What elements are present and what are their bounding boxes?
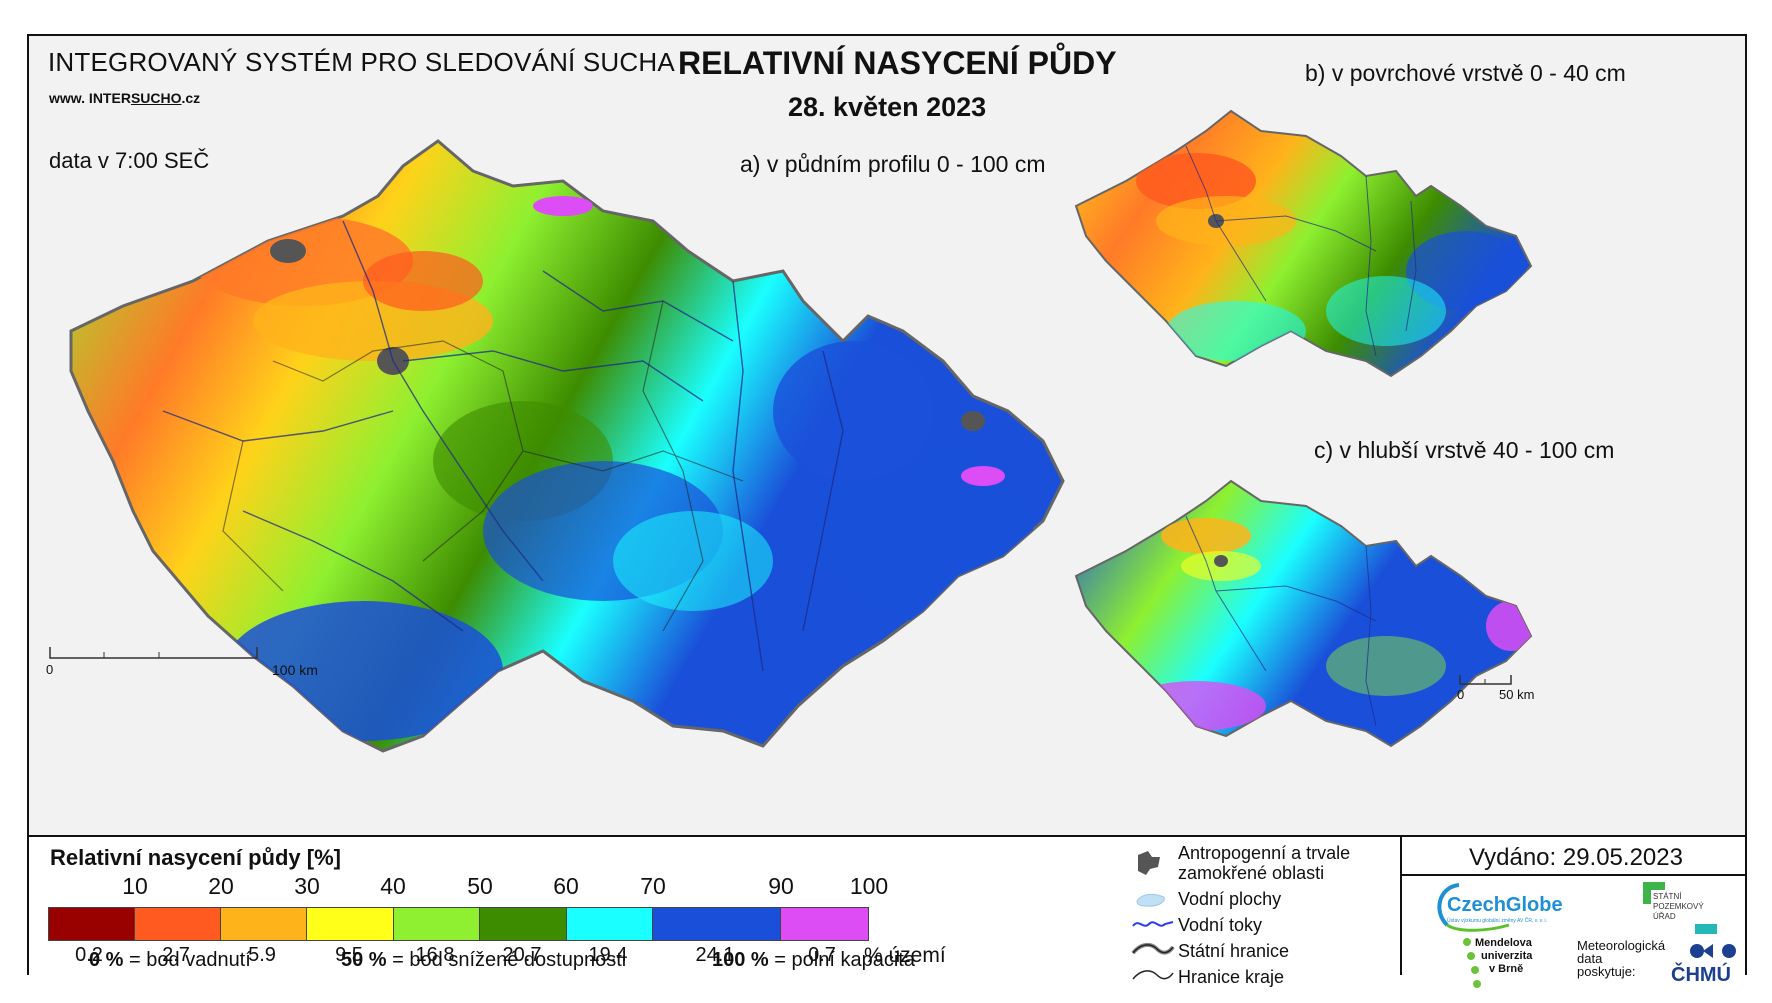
czechglobe-logo bbox=[1429, 881, 1589, 938]
spu-name: STÁTNÍ POZEMKOVÝ ÚŘAD bbox=[1653, 892, 1704, 921]
note-reduced-availability: 50 % = bod snížené dostupnosti bbox=[341, 949, 626, 972]
scale-bar-main bbox=[49, 646, 259, 665]
note-wilting-point: 0 % = bod vadnutí bbox=[89, 949, 251, 972]
legend-swatch bbox=[307, 908, 394, 940]
issued-divider bbox=[1400, 874, 1745, 876]
legend-threshold: 60 bbox=[553, 873, 579, 899]
anthropogenic-line-2: zamokřené oblasti bbox=[1178, 863, 1325, 883]
scale-small-start: 0 bbox=[1457, 687, 1465, 702]
anthropogenic-area-label: Antropogenní a trvale zamokřené oblasti bbox=[1178, 843, 1350, 883]
legend-area-pct: 24.1 bbox=[695, 944, 735, 966]
region-border-icon bbox=[1131, 967, 1175, 990]
legend-swatch bbox=[135, 908, 221, 940]
legend-threshold: 90 bbox=[768, 873, 794, 899]
map-date: 28. květen 2023 bbox=[788, 92, 987, 122]
legend-area-unit: % území bbox=[864, 944, 946, 967]
state-border-label: Státní hranice bbox=[1178, 941, 1290, 961]
legend-area-pct: 2.7 bbox=[162, 944, 190, 966]
czechglobe-subtitle: Ústav výzkumu globální změny AV ČR, v. v… bbox=[1447, 918, 1548, 924]
anthropogenic-area-icon bbox=[1134, 849, 1164, 882]
legend-color-bar bbox=[48, 907, 869, 941]
legend-area-pct: 5.9 bbox=[248, 944, 276, 966]
scale-bar-small bbox=[1459, 673, 1513, 691]
legend-area-pct: 20.7 bbox=[502, 944, 542, 966]
note-value: 50 % bbox=[341, 949, 387, 971]
legend-threshold: 10 bbox=[122, 873, 148, 899]
data-time: data v 7:00 SEČ bbox=[49, 148, 210, 173]
note-text: = polní kapacita bbox=[774, 949, 915, 971]
scale-small-end: 50 km bbox=[1499, 687, 1535, 702]
legend-threshold: 50 bbox=[467, 873, 493, 899]
legend-panel: Relativní nasycení půdy [%] 10 20 30 40 … bbox=[29, 835, 1745, 977]
chmu-logo-mark bbox=[1689, 941, 1739, 966]
legend-area-pct: 19.4 bbox=[588, 944, 628, 966]
mendel-line-3: v Brně bbox=[1489, 963, 1524, 975]
map-a-title: a) v půdním profilu 0 - 100 cm bbox=[740, 151, 1046, 177]
note-text: = bod vadnutí bbox=[129, 949, 251, 971]
legend-threshold: 70 bbox=[640, 873, 666, 899]
legend-swatch bbox=[49, 908, 135, 940]
map-c-title: c) v hlubší vrstvě 40 - 100 cm bbox=[1314, 437, 1615, 463]
map-c-deeper-layer bbox=[1066, 466, 1546, 766]
map-b-surface-layer bbox=[1066, 91, 1546, 391]
legend-swatch bbox=[480, 908, 567, 940]
spu-accent-mark bbox=[1695, 924, 1717, 934]
system-title: INTEGROVANÝ SYSTÉM PRO SLEDOVÁNÍ SUCHA bbox=[48, 47, 675, 77]
anthropogenic-line-1: Antropogenní a trvale bbox=[1178, 843, 1351, 863]
map-b-title: b) v povrchové vrstvě 0 - 40 cm bbox=[1305, 60, 1626, 86]
legend-area-pct: 9.5 bbox=[335, 944, 363, 966]
rivers-label: Vodní toky bbox=[1178, 915, 1263, 935]
map-sheet: INTEGROVANÝ SYSTÉM PRO SLEDOVÁNÍ SUCHA w… bbox=[27, 34, 1747, 988]
water-bodies-icon bbox=[1134, 891, 1168, 914]
note-value: 0 % bbox=[89, 949, 124, 971]
region-border-label: Hranice kraje bbox=[1178, 967, 1285, 987]
main-title: RELATIVNÍ NASYCENÍ PŮDY bbox=[678, 45, 1117, 81]
website-prefix: www. INTER bbox=[49, 90, 131, 106]
czechglobe-name: CzechGlobe bbox=[1447, 894, 1563, 916]
legend-swatch bbox=[221, 908, 307, 940]
rivers-icon bbox=[1131, 916, 1175, 937]
chmu-name: ČHMÚ bbox=[1671, 964, 1731, 986]
meteo-line-3: poskytuje: bbox=[1577, 964, 1636, 979]
website-link[interactable]: www. INTERSUCHO.cz bbox=[49, 90, 200, 106]
scale-main-end: 100 km bbox=[272, 662, 318, 678]
mendel-line-2: univerzita bbox=[1481, 950, 1533, 962]
note-text: = bod snížené dostupnosti bbox=[392, 949, 627, 971]
legend-swatch bbox=[653, 908, 781, 940]
meteo-line-1: Meteorologická bbox=[1577, 938, 1666, 953]
legend-threshold: 40 bbox=[380, 873, 406, 899]
mendel-name: Mendelova univerzita v Brně bbox=[1475, 937, 1532, 976]
meteo-credit: Meteorologická data poskytuje: bbox=[1577, 939, 1665, 978]
mendel-logo-dots bbox=[1461, 936, 1481, 997]
scale-main-start: 0 bbox=[46, 662, 54, 677]
water-bodies-label: Vodní plochy bbox=[1178, 889, 1282, 909]
website-suffix: .cz bbox=[181, 90, 201, 106]
legend-swatch bbox=[781, 908, 868, 940]
issued-date: Vydáno: 29.05.2023 bbox=[1469, 844, 1683, 871]
legend-threshold: 20 bbox=[208, 873, 234, 899]
spu-logo-mark bbox=[1643, 882, 1667, 911]
map-a-full-profile bbox=[43, 111, 1203, 801]
footer-divider bbox=[1400, 835, 1402, 975]
legend-area-pct: 16.8 bbox=[415, 944, 455, 966]
legend-swatch bbox=[567, 908, 653, 940]
state-border-icon bbox=[1131, 941, 1175, 964]
legend-title: Relativní nasycení půdy [%] bbox=[50, 845, 341, 870]
meteo-line-2: data bbox=[1577, 951, 1603, 966]
legend-area-pct: 0.7 bbox=[808, 944, 836, 966]
mendel-line-1: Mendelova bbox=[1475, 937, 1532, 949]
legend-threshold: 30 bbox=[294, 873, 320, 899]
note-field-capacity: 100 % = polní kapacita bbox=[712, 949, 915, 972]
legend-swatch bbox=[394, 908, 480, 940]
website-brand: SUCHO bbox=[130, 90, 182, 106]
legend-threshold: 100 bbox=[849, 873, 889, 899]
note-value: 100 % bbox=[712, 949, 769, 971]
legend-area-pct: 0.2 bbox=[75, 944, 103, 966]
